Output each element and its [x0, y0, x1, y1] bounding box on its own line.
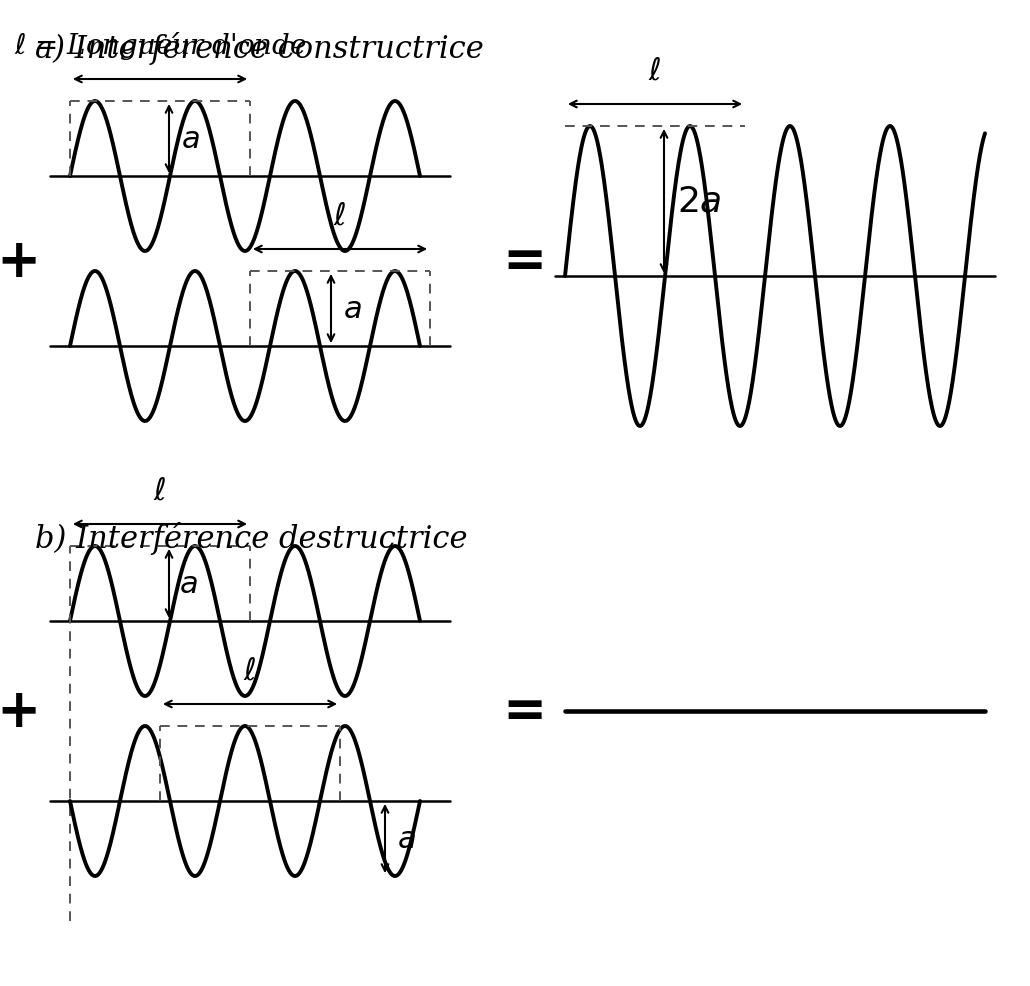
Text: =: = — [503, 236, 547, 288]
Text: $a$: $a$ — [181, 124, 200, 155]
Text: $\ell$: $\ell$ — [649, 56, 661, 87]
Text: $a$: $a$ — [179, 568, 198, 599]
Text: $\ell$: $\ell$ — [334, 201, 346, 232]
Text: $\ell$: $\ell$ — [153, 475, 167, 507]
Text: $\ell$: $\ell$ — [243, 656, 256, 686]
Text: $a$: $a$ — [343, 294, 362, 324]
Text: +: + — [0, 236, 40, 288]
Text: $\ell$ = Longueur d'onde: $\ell$ = Longueur d'onde — [13, 31, 306, 62]
Text: b) Interférence destructrice: b) Interférence destructrice — [35, 522, 468, 554]
Text: $2a$: $2a$ — [677, 184, 722, 219]
Text: $a$: $a$ — [397, 823, 416, 854]
Text: =: = — [503, 685, 547, 738]
Text: a) Interférence constructrice: a) Interférence constructrice — [35, 32, 484, 65]
Text: +: + — [0, 685, 40, 738]
